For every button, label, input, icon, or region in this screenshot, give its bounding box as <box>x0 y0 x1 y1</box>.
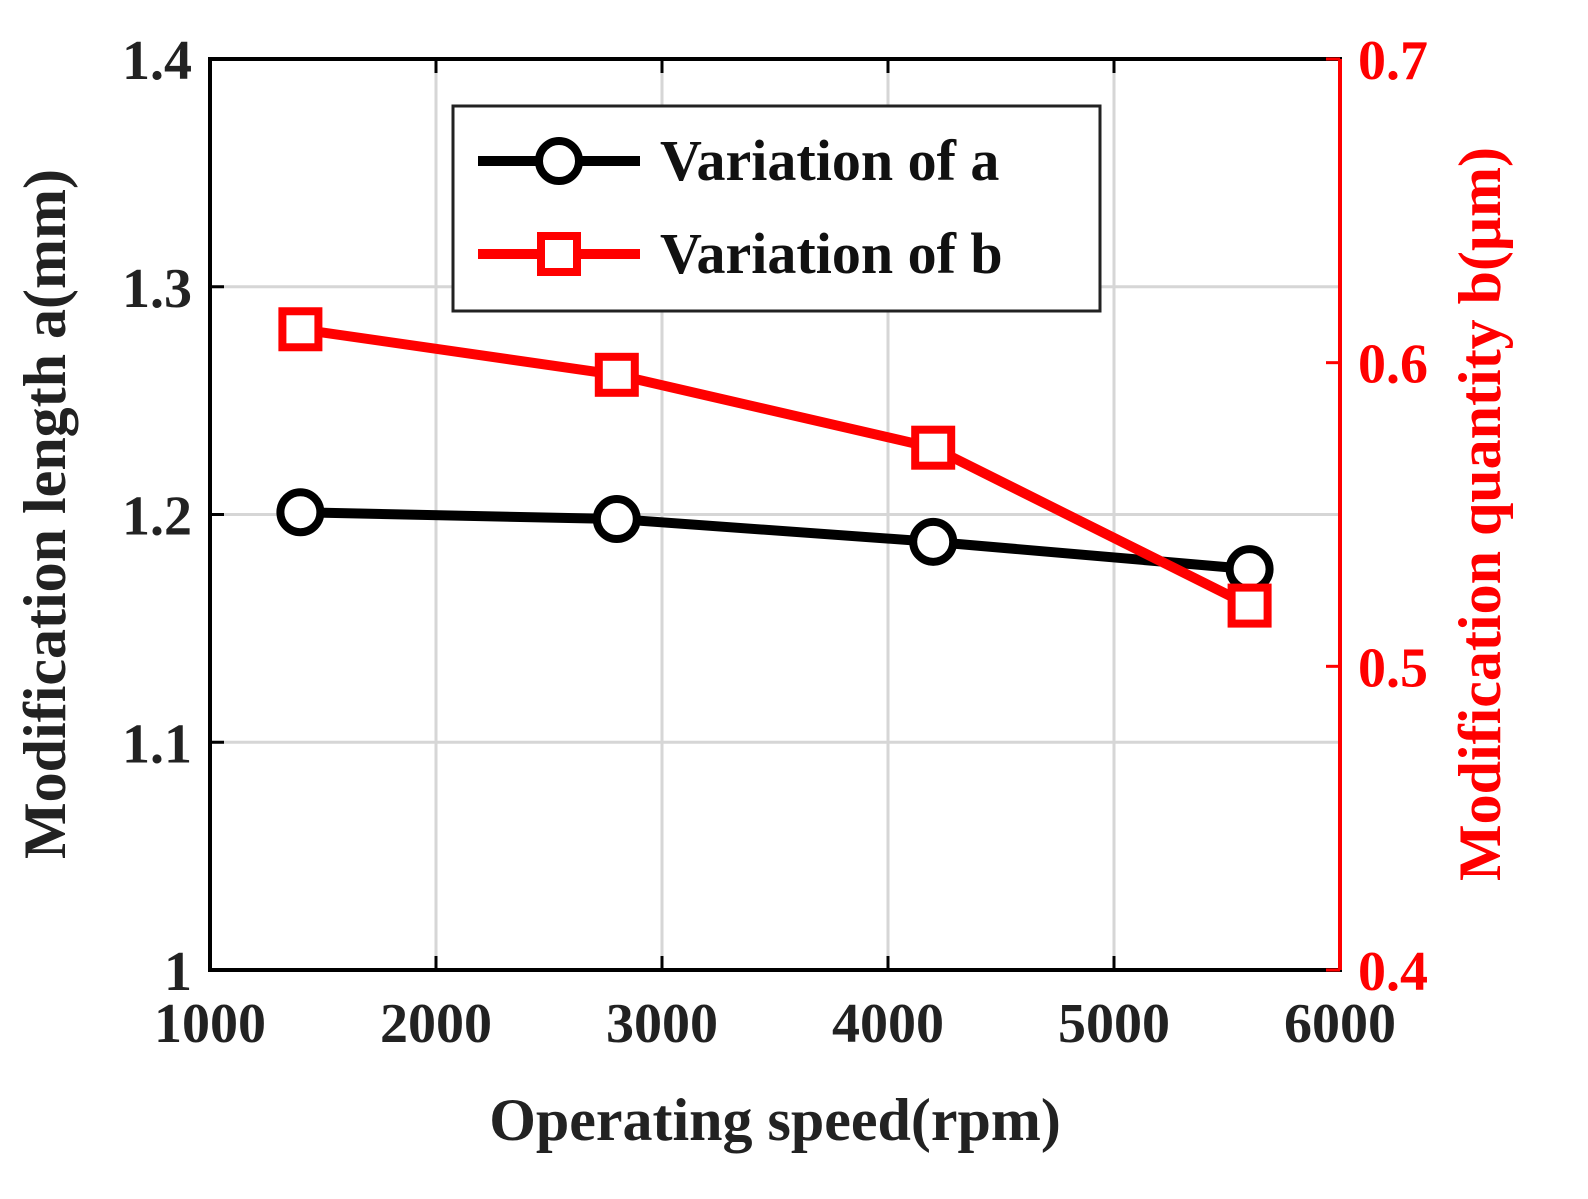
y-right-tick-label: 0.4 <box>1358 941 1428 1003</box>
data-point-b <box>278 307 323 352</box>
data-point-a <box>592 495 641 544</box>
legend: Variation of a Variation of b <box>451 104 1102 313</box>
x-tick-label: 4000 <box>832 993 944 1055</box>
series-line-b <box>299 324 1252 611</box>
x-tick-label: 1000 <box>154 993 266 1055</box>
data-point-b <box>1227 583 1272 628</box>
x-tick-label: 2000 <box>380 993 492 1055</box>
y-right-axis-label: Modification quantity b(μm) <box>1447 147 1513 881</box>
x-tick-label: 3000 <box>606 993 718 1055</box>
data-point-b <box>594 352 639 397</box>
data-point-a <box>276 488 325 537</box>
y-left-axis-label: Modification length a(mm) <box>12 169 78 859</box>
data-point-b <box>911 425 956 470</box>
x-axis-label: Operating speed(rpm) <box>489 1087 1061 1153</box>
y-left-tick-label: 1.3 <box>122 258 192 320</box>
y-right-tick-label: 0.5 <box>1358 637 1428 699</box>
y-left-tick-label: 1.1 <box>122 713 192 775</box>
series-layer <box>276 307 1274 628</box>
y-right-tick-label: 0.7 <box>1358 30 1428 92</box>
data-point-a <box>1225 545 1274 594</box>
y-left-tick-label: 1.2 <box>122 486 192 548</box>
y-right-tick-label: 0.6 <box>1358 334 1428 396</box>
legend-label-b: Variation of b <box>660 221 1003 286</box>
series-line-a <box>300 507 1251 575</box>
y-left-tick-label: 1 <box>164 941 192 1003</box>
x-tick-label: 6000 <box>1284 993 1396 1055</box>
axis-ticks: 1000 2000 3000 4000 5000 6000 1 1.1 1.2 1.3 1.4 0.4… <box>122 30 1428 1055</box>
legend-label-a: Variation of a <box>660 128 999 193</box>
legend-marker-a <box>535 137 583 185</box>
x-tick-label: 5000 <box>1058 993 1170 1055</box>
legend-marker-b <box>537 232 581 276</box>
y-left-tick-label: 1.4 <box>122 30 192 92</box>
data-point-a <box>909 517 958 566</box>
